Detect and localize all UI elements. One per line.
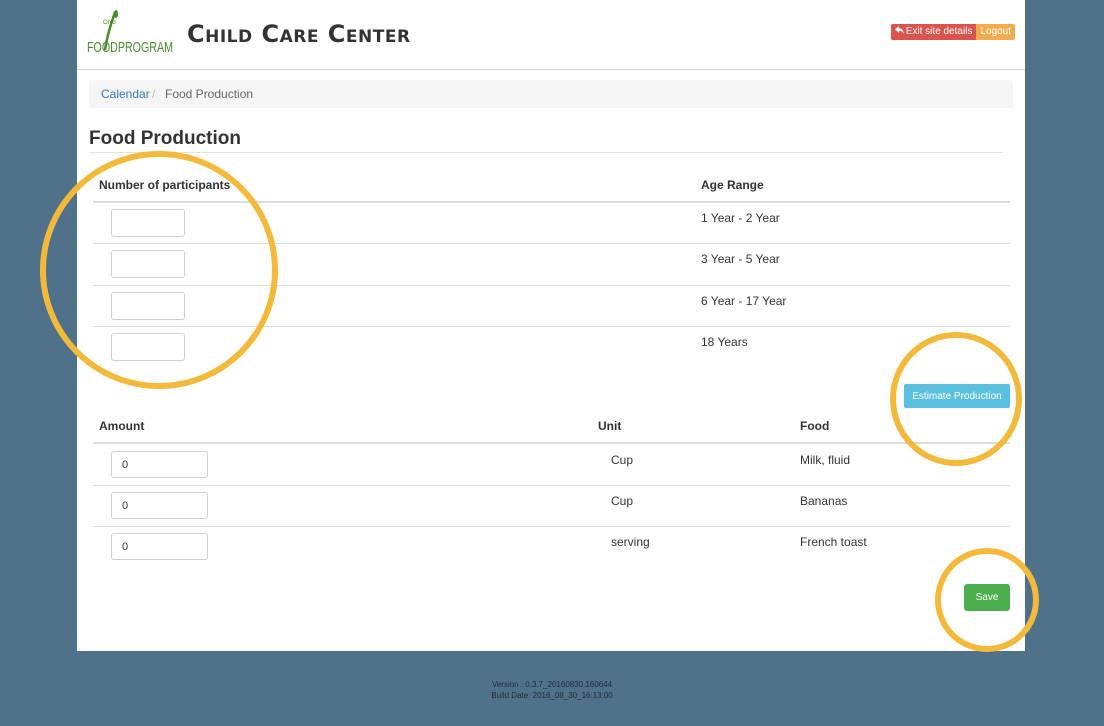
row-divider — [93, 243, 1010, 244]
age-range-column-header: Age Range — [701, 178, 764, 192]
header-buttons: Exit site details Logout — [890, 24, 1015, 40]
participants-input-4[interactable] — [111, 333, 185, 361]
logo-text: FOODPROGRAM — [87, 39, 173, 54]
row-divider — [93, 326, 1010, 327]
exit-site-details-button[interactable]: Exit site details — [890, 24, 977, 40]
age-range-2: 3 Year - 5 Year — [701, 252, 780, 266]
reply-arrow-icon — [894, 24, 904, 40]
participants-header-divider — [93, 201, 1010, 203]
amount-column-header: Amount — [99, 419, 145, 433]
row-divider — [93, 485, 1010, 486]
age-range-3: 6 Year - 17 Year — [701, 294, 787, 308]
amount-input-1[interactable] — [111, 451, 208, 478]
amount-input-2[interactable] — [111, 492, 208, 519]
unit-column-header: Unit — [598, 419, 622, 433]
build-date-text: Build Date: 2016_08_30_16:13:00 — [491, 691, 613, 700]
food-cell: French toast — [800, 535, 867, 549]
breadcrumb: Calendar / Food Production — [89, 80, 1013, 108]
amount-input-3[interactable] — [111, 533, 208, 560]
food-program-logo: Ohio FOODPROGRAM — [87, 10, 177, 56]
logo-small-text: Ohio — [103, 20, 116, 26]
unit-cell: serving — [611, 535, 650, 549]
page-title: Food Production — [89, 128, 241, 149]
site-title: Child Care Center — [187, 20, 411, 48]
food-header-divider — [93, 442, 1010, 444]
main-panel: Ohio FOODPROGRAM Child Care Center Exit … — [77, 0, 1025, 651]
participants-input-2[interactable] — [111, 250, 185, 278]
logout-button[interactable]: Logout — [976, 24, 1015, 40]
header: Ohio FOODPROGRAM Child Care Center Exit … — [77, 0, 1025, 70]
participants-column-header: Number of participants — [99, 178, 231, 192]
estimate-production-button[interactable]: Estimate Production — [904, 384, 1010, 408]
unit-cell: Cup — [611, 494, 634, 508]
age-range-4: 18 Years — [701, 335, 748, 349]
footer: Version : 0.3.7_20160830.160644 Build Da… — [0, 679, 1104, 701]
food-column-header: Food — [800, 419, 830, 433]
title-divider — [89, 152, 1003, 153]
breadcrumb-calendar-link[interactable]: Calendar — [101, 87, 150, 101]
breadcrumb-current: Food Production — [165, 87, 254, 101]
unit-cell: Cup — [611, 453, 634, 467]
food-cell: Bananas — [800, 494, 848, 508]
exit-label: Exit site details — [905, 26, 973, 37]
participants-input-3[interactable] — [111, 292, 185, 320]
breadcrumb-separator: / — [152, 87, 156, 101]
age-range-1: 1 Year - 2 Year — [701, 211, 780, 225]
participants-input-1[interactable] — [111, 209, 185, 237]
row-divider — [93, 285, 1010, 286]
version-text: Version : 0.3.7_20160830.160644 — [491, 680, 613, 689]
save-button[interactable]: Save — [964, 584, 1010, 611]
row-divider — [93, 526, 1010, 527]
food-cell: Milk, fluid — [800, 453, 851, 467]
